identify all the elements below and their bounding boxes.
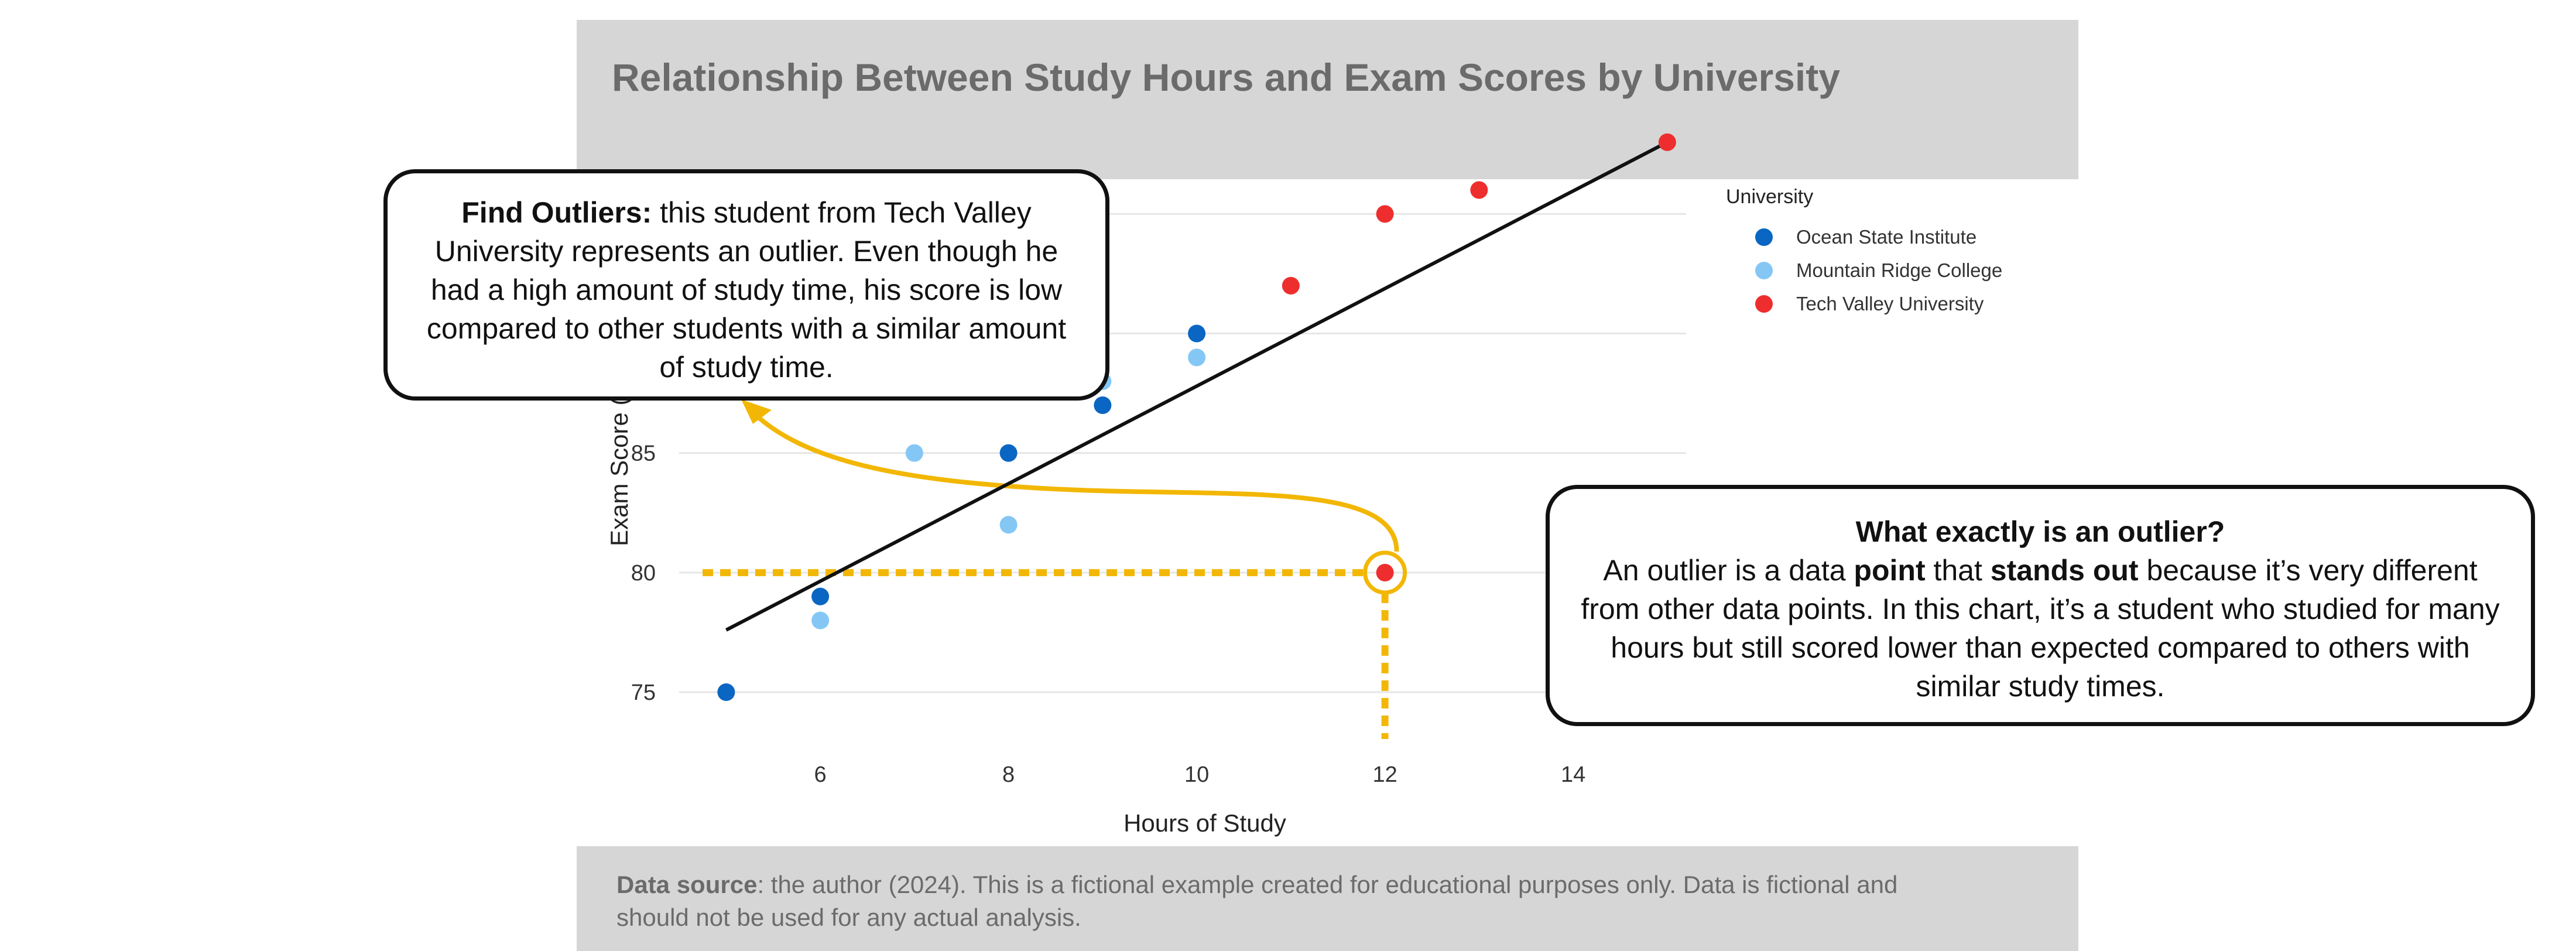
legend-title: University [1726,186,1814,208]
legend-dot-ocean-state [1755,228,1773,246]
legend-label: Ocean State Institute [1796,225,1977,248]
data-source-note: Data source: the author (2024). This is … [616,868,1963,934]
callout-body: this student from Tech Valley University… [426,196,1067,384]
callout-text: that [1925,554,1991,587]
data-point-tech-valley-university [1658,133,1676,151]
x-axis-label: Hours of Study [1123,809,1286,837]
outlier-highlight-ring [1363,550,1407,595]
data-point-tech-valley-university [1376,563,1394,581]
chart-title: Relationship Between Study Hours and Exa… [612,56,1840,99]
data-point-ocean-state-institute [1188,324,1206,343]
y-tick-label: 80 [631,561,656,586]
x-tick-label: 10 [1184,762,1209,787]
x-tick-label: 8 [1002,762,1015,787]
callout-heading: What exactly is an outlier? [1855,515,2225,548]
footer-band: Data source: the author (2024). This is … [577,846,2078,951]
trendline [725,141,1669,632]
x-tick-label: 14 [1561,762,1585,787]
legend-label: Mountain Ridge College [1796,259,2003,281]
legend-item-tech-valley: Tech Valley University [1726,287,2002,320]
data-source-text: : the author (2024). This is a fictional… [616,871,1898,931]
data-point-ocean-state-institute [999,444,1018,462]
data-point-mountain-ridge-college [905,444,923,462]
annotation-layer [703,399,1407,739]
data-point-ocean-state-institute [717,683,735,701]
data-point-tech-valley-university [1470,181,1488,199]
data-point-mountain-ridge-college [999,516,1018,534]
callout-text: because it’s very different from other d… [1581,554,2500,703]
callout-what-is-outlier: What exactly is an outlier? An outlier i… [1546,485,2535,726]
y-tick-label: 85 [631,442,656,466]
callout-heading: Find Outliers: [461,196,652,229]
legend-dot-tech-valley [1755,295,1773,313]
callout-bold-stands-out: stands out [1990,554,2139,587]
x-tick-label: 6 [814,762,827,787]
legend-dot-mountain-ridge [1755,261,1773,279]
arrow-head [741,399,772,424]
data-point-tech-valley-university [1376,205,1394,223]
legend-item-mountain-ridge: Mountain Ridge College [1726,254,2002,287]
x-tick-label: 12 [1372,762,1397,787]
legend-label: Tech Valley University [1796,292,1984,314]
legend-item-ocean-state: Ocean State Institute [1726,220,2002,254]
data-source-label: Data source [616,871,758,898]
data-point-ocean-state-institute [1094,396,1112,414]
callout-text: An outlier is a data [1603,554,1854,587]
data-point-mountain-ridge-college [1188,348,1206,367]
callout-find-outliers: Find Outliers: this student from Tech Va… [383,169,1109,401]
y-tick-label: 75 [631,680,656,705]
trendline-layer [725,141,1669,632]
legend: University Ocean State Institute Mountai… [1726,186,2002,320]
data-point-mountain-ridge-college [811,611,830,630]
x-tick-labels: 6 8 10 12 14 [814,762,1586,787]
data-point-tech-valley-university [1282,276,1300,295]
title-band: Relationship Between Study Hours and Exa… [577,20,2078,179]
curved-arrow [749,408,1399,552]
data-point-ocean-state-institute [811,587,830,606]
callout-bold-point: point [1854,554,1926,587]
